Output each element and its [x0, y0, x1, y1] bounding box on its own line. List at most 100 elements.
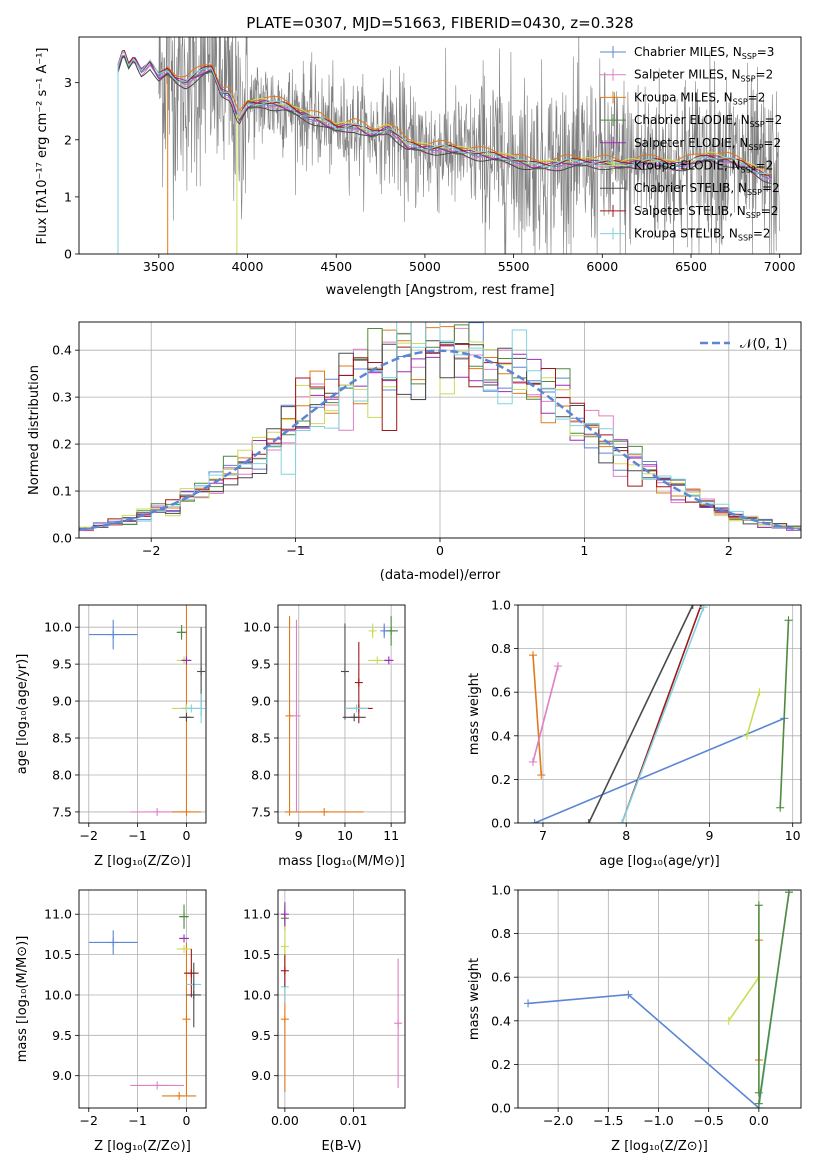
- axes-frame: [277, 604, 406, 824]
- axes-frame: [78, 321, 802, 539]
- y-tick-label: 10.5: [243, 947, 271, 962]
- x-tick-label: −1.5: [593, 1113, 623, 1128]
- x-tick-label: 5000: [409, 259, 441, 274]
- data-point: [176, 624, 187, 640]
- weight-line-7: [746, 691, 761, 737]
- data-point: [394, 958, 403, 1088]
- x-tick-label: 0.00: [271, 1113, 299, 1128]
- y-tick-label: 0.2: [52, 437, 72, 452]
- x-tick-label: 9: [295, 828, 303, 843]
- x-tick-label: 7000: [764, 259, 796, 274]
- data-point: [181, 656, 192, 665]
- axes-frame: [517, 604, 802, 824]
- y-tick-label: 8.5: [52, 731, 72, 746]
- x-tick-label: 6500: [675, 259, 707, 274]
- data-point: [368, 656, 387, 665]
- x-tick-label: −1: [128, 828, 146, 843]
- x-tick-label: −2: [80, 1113, 98, 1128]
- y-tick-label: 0.2: [491, 1057, 511, 1072]
- x-tick-label: 8: [622, 828, 630, 843]
- plot-area: [79, 605, 206, 823]
- legend-label: 𝒩(0, 1): [740, 337, 787, 352]
- data-point: [292, 619, 301, 812]
- x-tick-label: −2: [80, 828, 98, 843]
- data-point: [285, 616, 294, 816]
- data-point: [344, 704, 369, 713]
- hist-series-9: [79, 322, 801, 530]
- hist-series-8: [79, 322, 801, 531]
- y-tick-label: 10.0: [243, 987, 271, 1002]
- panel-mass-vs-Z: −2 −1 0 9.0 9.5 10.0 10.5 11.0: [44, 889, 207, 1128]
- x-tick-label: 0: [436, 543, 444, 558]
- y-tick-label: 0.8: [491, 641, 511, 656]
- y-tick-label: 1: [64, 189, 72, 204]
- weight-line-6: [758, 892, 790, 1104]
- weight-line-4: [588, 605, 694, 823]
- panel-weight-vs-age: 7 8 9 10 0.0 0.2 0.4 0.6 0.8 1.0: [491, 598, 802, 843]
- panel-residuals: −2 −1 0 1 2 0.0 0.1 0.2 0.3 0.4 𝒩(0, 1): [52, 321, 802, 558]
- y-tick-label: 10.0: [44, 620, 72, 635]
- x-tick-label: 10: [337, 828, 353, 843]
- y-tick-label: 1.0: [491, 883, 511, 898]
- x-tick-label: 10: [785, 828, 801, 843]
- x-tick-label: 7: [539, 828, 547, 843]
- data-point: [354, 641, 363, 724]
- x-tick-label: 5500: [498, 259, 530, 274]
- x-tick-label: 3500: [143, 259, 175, 274]
- y-axis-label: age [log₁₀(age/yr)]: [15, 654, 30, 775]
- x-axis-label: Z [log₁₀(Z/Z⊙)]: [611, 1139, 708, 1154]
- y-tick-label: 9.5: [52, 1028, 72, 1043]
- y-tick-label: 9.5: [52, 657, 72, 672]
- x-tick-label: 11: [383, 828, 399, 843]
- x-axis-label: Z [log₁₀(Z/Z⊙)]: [94, 854, 191, 869]
- y-tick-label: 0.4: [491, 1013, 511, 1028]
- y-tick-label: 0.0: [491, 816, 511, 831]
- y-tick-label: 0.6: [491, 970, 511, 985]
- figure-title: PLATE=0307, MJD=51663, FIBERID=0430, z=0…: [246, 14, 633, 32]
- y-tick-label: 3: [64, 75, 72, 90]
- x-axis-label: E(B-V): [321, 1139, 361, 1154]
- y-tick-label: 0.6: [491, 685, 511, 700]
- axes-frame: [78, 36, 802, 255]
- normal-curve: [79, 349, 801, 532]
- y-tick-label: 0.4: [52, 343, 72, 358]
- y-tick-label: 0.0: [491, 1101, 511, 1116]
- x-tick-label: 0: [182, 828, 190, 843]
- panel-mass-vs-ebv: 0.00 0.01 9.0 9.5 10.0 10.5 11.0: [243, 889, 406, 1128]
- data-point: [88, 619, 138, 650]
- y-tick-label: 0.1: [52, 484, 72, 499]
- weight-line-8: [779, 620, 790, 808]
- y-tick-label: 9.5: [251, 657, 271, 672]
- data-point: [184, 948, 199, 998]
- y-tick-label: 9.5: [251, 1028, 271, 1043]
- panel-spectrum: 3500 4000 4500 5000 5500 6000 6500 7000 0 1 2 3 Chab…: [64, 36, 802, 274]
- legend-label: Chabrier STELIB, NSSP=2: [634, 181, 780, 197]
- panel-weight-vs-Z: −2.0 −1.5 −1.0 −0.5 0.0 0.0 0.2 0.4 0.6 0.8 1.0: [491, 883, 802, 1128]
- x-tick-label: 2: [725, 543, 733, 558]
- plot-area: [79, 322, 801, 538]
- legend-label: Chabrier ELODIE, NSSP=2: [634, 113, 782, 129]
- y-tick-label: 7.5: [251, 804, 271, 819]
- x-axis-label: age [log₁₀(age/yr)]: [599, 854, 720, 869]
- data-spectrum: [158, 37, 780, 254]
- y-tick-label: 0.0: [52, 531, 72, 546]
- y-tick-label: 8.0: [52, 767, 72, 782]
- legend-label: Kroupa STELIB, NSSP=2: [634, 227, 771, 243]
- y-axis-label: mass weight: [467, 673, 482, 755]
- weight-line-3: [532, 665, 559, 763]
- y-tick-label: 7.5: [52, 804, 72, 819]
- y-tick-label: 10.0: [243, 620, 271, 635]
- model-line-6: [236, 98, 772, 254]
- y-tick-label: 2: [64, 132, 72, 147]
- model-line-9: [117, 52, 772, 254]
- y-tick-label: 9.0: [251, 694, 271, 709]
- x-tick-label: −0.5: [693, 1113, 723, 1128]
- axes-frame: [517, 889, 802, 1109]
- y-tick-label: 11.0: [44, 907, 72, 922]
- y-tick-label: 0.8: [491, 926, 511, 941]
- legend-label: Kroupa MILES, NSSP=2: [634, 90, 765, 106]
- y-tick-label: 8.0: [251, 767, 271, 782]
- data-point: [179, 934, 189, 943]
- y-axis-label: mass weight: [467, 958, 482, 1040]
